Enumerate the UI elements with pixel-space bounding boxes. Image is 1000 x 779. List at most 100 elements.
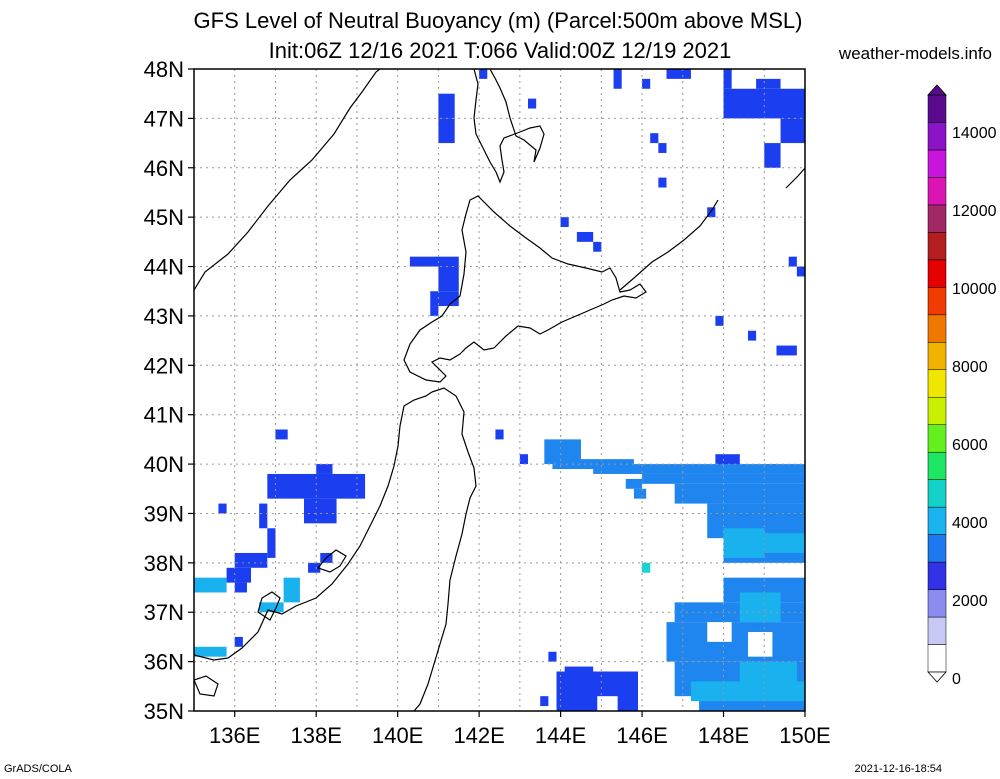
colorbar-label: 0: [952, 671, 961, 688]
field-cell: [234, 582, 247, 593]
lat-label: 38N: [144, 551, 184, 576]
site-label: weather-models.info: [838, 44, 992, 63]
field-cell: [642, 78, 651, 89]
colorbar: 0 2000 4000 6000 8000 10000 12000 14000: [927, 84, 997, 688]
field-cell: [234, 552, 268, 568]
field-cell: [540, 696, 549, 707]
lon-label: 150E: [779, 723, 830, 748]
coastline: [194, 69, 805, 711]
lat-label: 36N: [144, 650, 184, 675]
noto-coast: [257, 591, 281, 621]
honshu-coast: [194, 387, 477, 711]
colorbar-segment: [927, 177, 947, 206]
colorbar-segment: [927, 94, 947, 123]
lon-label: 144E: [535, 723, 586, 748]
colorbar-segment: [927, 424, 947, 453]
field-cell: [438, 93, 455, 119]
field-cell: [479, 69, 488, 79]
field-cell: [564, 666, 594, 672]
field-cell: [267, 528, 276, 558]
colorbar-segment: [927, 644, 947, 673]
field-cell: [194, 577, 227, 593]
field-cell: [283, 577, 300, 603]
lat-label: 35N: [144, 699, 184, 724]
field-cell: [776, 345, 797, 356]
field-cell: [658, 177, 667, 188]
field-cell: [576, 231, 594, 242]
timestamp: 2021-12-16-18:54: [854, 763, 942, 775]
field-cell: [613, 69, 622, 89]
buoyancy-field: [194, 69, 805, 711]
lat-label: 41N: [144, 403, 184, 428]
colorbar-label: 14000: [952, 125, 997, 142]
field-cell: [226, 567, 252, 583]
field-cell: [409, 256, 459, 267]
colorbar-segment: [927, 479, 947, 508]
colorbar-segment: [927, 204, 947, 233]
lat-label: 47N: [144, 106, 184, 131]
field-cell: [715, 315, 724, 326]
hokkaido-coast: [403, 195, 647, 383]
colorbar-segment: [927, 122, 947, 151]
field-cell: [633, 488, 647, 499]
field-cell: [495, 429, 504, 440]
field-cell: [303, 498, 337, 524]
lat-label: 42N: [144, 353, 184, 378]
colorbar-label: 2000: [952, 593, 988, 610]
lon-label: 142E: [453, 723, 504, 748]
asia-coast: [194, 69, 381, 291]
colorbar-segment: [927, 534, 947, 563]
field-cell: [658, 143, 667, 153]
field-cell: [739, 661, 797, 682]
lat-label: 43N: [144, 304, 184, 329]
field-cell: [430, 291, 459, 307]
shikoku-coast: [194, 675, 219, 697]
graticule: [194, 69, 805, 711]
field-cell: [764, 143, 781, 168]
field-cell: [218, 503, 227, 514]
field-cell: [723, 528, 765, 558]
lat-label: 46N: [144, 156, 184, 181]
colorbar-segment: [927, 287, 947, 316]
field-cell: [707, 622, 732, 642]
lat-label: 39N: [144, 501, 184, 526]
field-cell: [430, 306, 439, 316]
colorbar-label: 10000: [952, 281, 997, 298]
colorbar-segment: [927, 369, 947, 398]
colorbar-segment: [927, 396, 947, 425]
colorbar-label: 8000: [952, 359, 988, 376]
field-cell: [747, 631, 773, 657]
field-cell: [625, 478, 643, 489]
field-cell: [316, 464, 333, 474]
field-cell: [674, 483, 805, 504]
lon-label: 140E: [372, 723, 423, 748]
lat-label: 40N: [144, 452, 184, 477]
colorbar-label: 6000: [952, 437, 988, 454]
kamchatka-coast: [785, 167, 805, 189]
field-cell: [548, 651, 557, 662]
lat-label: 45N: [144, 205, 184, 230]
colorbar-segment: [927, 589, 947, 618]
colorbar-segment: [927, 342, 947, 371]
field-cell: [666, 69, 691, 79]
field-cell: [275, 429, 288, 440]
field-cell: [780, 118, 805, 144]
lon-label: 146E: [616, 723, 667, 748]
field-cell: [438, 118, 455, 144]
colorbar-segment: [927, 259, 947, 288]
field-cell: [593, 241, 602, 252]
lat-label: 44N: [144, 255, 184, 280]
colorbar-segment: [927, 232, 947, 261]
field-cell: [259, 503, 268, 529]
colorbar-segment: [927, 451, 947, 480]
colorbar-label: 12000: [952, 203, 997, 220]
field-cell: [308, 562, 321, 573]
field-cell: [593, 464, 805, 474]
field-cell: [597, 696, 618, 711]
map-frame: [193, 68, 806, 712]
field-cell: [528, 98, 537, 109]
colorbar-segment: [927, 149, 947, 178]
latitude-labels: 48N 47N 46N 45N 44N 43N 42N 41N 40N 39N 38N 37N 36N 3…: [144, 57, 194, 724]
colorbar-segment: [927, 314, 947, 343]
